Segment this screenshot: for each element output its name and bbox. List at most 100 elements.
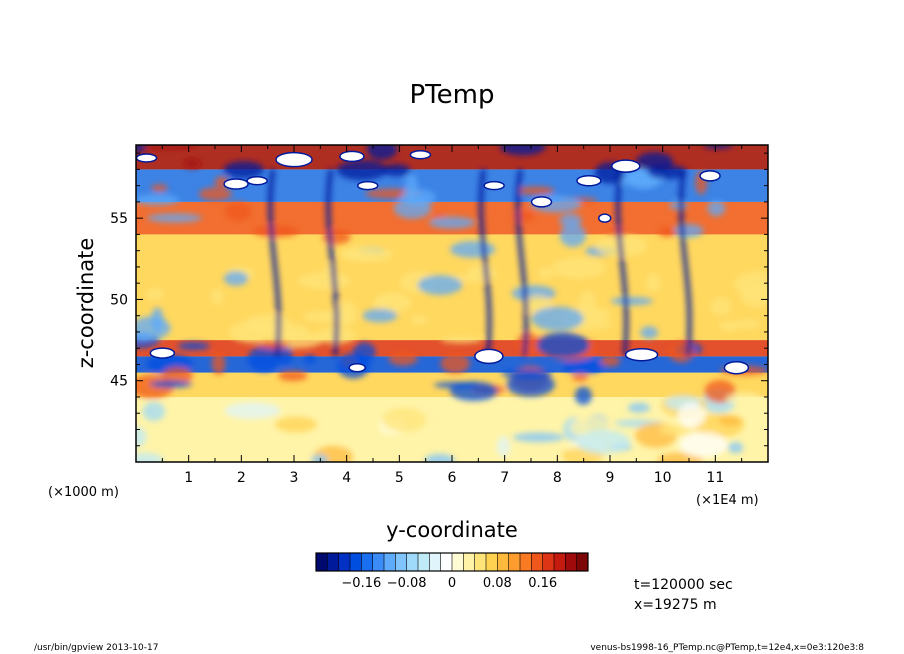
heatmap-feature (258, 341, 290, 348)
heatmap-feature (727, 442, 744, 454)
heatmap-feature (627, 402, 651, 413)
colorbar-swatch (474, 553, 487, 571)
saturated-region-16 (348, 362, 366, 373)
heatmap-feature (718, 320, 740, 332)
heatmap-feature (559, 223, 587, 248)
x-tick-label: 8 (553, 470, 562, 486)
x-axis-unit: (×1E4 m) (696, 493, 759, 508)
colorbar-swatch (576, 553, 589, 571)
saturated-region-10 (530, 196, 553, 208)
heatmap-feature (253, 225, 299, 238)
colorbar-swatch (418, 553, 430, 571)
heatmap-feature (658, 226, 676, 237)
colorbar-swatch (452, 553, 464, 571)
saturated-region-8 (611, 159, 641, 173)
heatmap-feature (668, 201, 688, 210)
heatmap-feature (224, 201, 252, 221)
heatmap-feature (725, 392, 763, 406)
heatmap-feature (211, 288, 224, 306)
heatmap-feature (736, 318, 761, 330)
y-axis-title: z-coordinate (74, 238, 98, 369)
heatmap-feature (311, 454, 328, 462)
heatmap-feature (506, 372, 555, 397)
heatmap-feature (336, 160, 388, 181)
heatmap-feature (303, 354, 316, 364)
heatmap-feature (136, 452, 164, 462)
heatmap-feature (703, 145, 733, 149)
heatmap-feature (512, 432, 565, 443)
x-tick-label: 1 (184, 470, 193, 486)
x-tick-label: 10 (654, 470, 672, 486)
heatmap-feature (501, 369, 553, 379)
heatmap-feature (417, 275, 463, 295)
heatmap-feature (571, 374, 589, 382)
chart-title: PTemp (410, 80, 495, 110)
saturated-region-7 (576, 175, 602, 187)
heatmap-feature (322, 229, 351, 245)
heatmap-feature (142, 401, 166, 422)
heatmap-plume-3 (515, 169, 529, 357)
colorbar-swatch (440, 553, 453, 571)
colorbar-swatch (338, 553, 351, 571)
colorbar-tick-label: 0.16 (528, 576, 557, 591)
heatmap-feature (679, 431, 728, 458)
heatmap-feature (574, 386, 592, 405)
heatmap-field (136, 145, 768, 462)
heatmap-feature (640, 326, 658, 339)
heatmap-plume-5 (678, 169, 693, 357)
colorbar-swatch (372, 553, 385, 571)
colorbar-swatch (429, 553, 441, 571)
heatmap-feature (551, 257, 606, 279)
x-tick-label: 9 (606, 470, 615, 486)
position-readout: x=19275 m (634, 597, 717, 613)
saturated-region-17 (136, 153, 158, 163)
heatmap-feature (536, 332, 590, 359)
footer-left: /usr/bin/gpview 2013-10-17 (34, 643, 158, 653)
heatmap-feature (531, 306, 584, 331)
heatmap-feature (562, 358, 605, 374)
heatmap-feature (211, 351, 226, 375)
saturated-region-1 (339, 150, 365, 163)
x-tick-label: 11 (706, 470, 724, 486)
heatmap-feature (277, 343, 293, 365)
colorbar-tick-label: −0.16 (341, 576, 381, 591)
saturated-region-14 (624, 347, 659, 362)
heatmap-feature (151, 307, 164, 333)
heatmap-feature (382, 407, 427, 432)
y-axis-unit: (×1000 m) (48, 485, 119, 500)
colorbar-swatch (327, 553, 339, 571)
colorbar-swatch (350, 553, 362, 571)
saturated-region-6 (483, 180, 505, 191)
y-axis-ticks: 45 50 55 (110, 152, 768, 447)
colorbar-swatch (508, 553, 521, 571)
heatmap-feature (516, 186, 555, 196)
colorbar-swatch (406, 553, 419, 571)
colorbar-swatch (542, 553, 555, 571)
time-readout: t=120000 sec (634, 577, 733, 593)
heatmap-feature (393, 197, 432, 219)
heatmap-feature (149, 380, 193, 388)
x-tick-label: 7 (500, 470, 509, 486)
heatmap-feature (151, 184, 168, 192)
heatmap-feature (278, 370, 308, 382)
heatmap-feature (440, 336, 483, 344)
heatmap-feature (147, 213, 203, 223)
heatmap-feature (718, 415, 743, 426)
colorbar-swatch (361, 553, 373, 571)
saturated-region-5 (356, 180, 379, 191)
heatmap-plume-2 (478, 169, 492, 357)
heatmap-feature (136, 426, 147, 448)
y-tick-label: 50 (110, 292, 128, 308)
y-tick-label: 45 (110, 374, 128, 390)
heatmap-feature (161, 366, 193, 384)
x-axis-title: y-coordinate (386, 518, 518, 542)
heatmap-plume-4 (615, 169, 629, 357)
colorbar-swatch (486, 553, 498, 571)
colorbar-swatch (520, 553, 532, 571)
heatmap-features (136, 145, 768, 462)
x-tick-label: 6 (448, 470, 457, 486)
heatmap-feature (672, 223, 704, 238)
saturated-region-3 (223, 178, 249, 190)
colorbar-frame (315, 552, 589, 572)
heatmap-feature (646, 273, 661, 293)
